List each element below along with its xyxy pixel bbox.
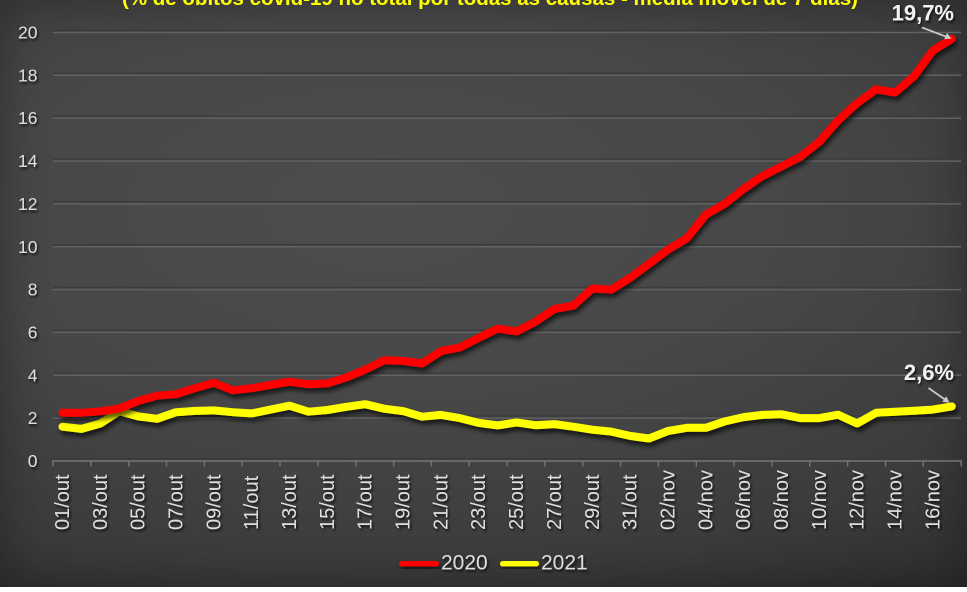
svg-text:4: 4 [28, 365, 38, 385]
svg-text:10: 10 [18, 237, 38, 257]
svg-text:14: 14 [18, 151, 38, 171]
svg-text:12: 12 [18, 194, 37, 214]
svg-text:12/nov: 12/nov [847, 470, 869, 530]
svg-text:19/out: 19/out [393, 474, 415, 530]
svg-text:8: 8 [28, 280, 38, 300]
svg-text:2,6%: 2,6% [904, 360, 954, 385]
svg-text:2021: 2021 [541, 552, 588, 575]
svg-text:09/out: 09/out [203, 474, 225, 530]
svg-text:01/out: 01/out [52, 474, 74, 530]
svg-text:23/out: 23/out [468, 474, 490, 530]
svg-text:10/nov: 10/nov [809, 470, 831, 530]
svg-text:2: 2 [28, 408, 38, 428]
svg-text:02/nov: 02/nov [657, 470, 679, 530]
svg-text:2020: 2020 [441, 552, 488, 575]
svg-text:06/nov: 06/nov [733, 470, 755, 530]
svg-text:07/out: 07/out [166, 474, 188, 530]
svg-text:08/nov: 08/nov [771, 470, 793, 530]
svg-text:20: 20 [18, 23, 38, 43]
svg-text:19,7%: 19,7% [892, 1, 954, 26]
svg-text:15/out: 15/out [317, 474, 339, 530]
svg-text:(% de óbitos covid-19 no total: (% de óbitos covid-19 no total por todas… [122, 0, 858, 10]
svg-text:05/out: 05/out [128, 474, 150, 530]
svg-text:25/out: 25/out [506, 474, 528, 530]
svg-text:14/nov: 14/nov [885, 470, 907, 530]
svg-text:18: 18 [18, 65, 37, 85]
svg-text:29/out: 29/out [582, 474, 604, 530]
svg-text:6: 6 [28, 322, 38, 342]
svg-text:27/out: 27/out [544, 474, 566, 530]
svg-text:31/out: 31/out [620, 474, 642, 530]
svg-text:17/out: 17/out [355, 474, 377, 530]
svg-text:16/nov: 16/nov [922, 470, 944, 530]
svg-text:03/out: 03/out [90, 474, 112, 530]
svg-text:0: 0 [28, 451, 38, 471]
svg-text:13/out: 13/out [279, 474, 301, 530]
svg-text:04/nov: 04/nov [695, 470, 717, 530]
svg-text:16: 16 [18, 108, 37, 128]
svg-text:21/out: 21/out [430, 474, 452, 530]
svg-text:11/out: 11/out [241, 475, 263, 530]
